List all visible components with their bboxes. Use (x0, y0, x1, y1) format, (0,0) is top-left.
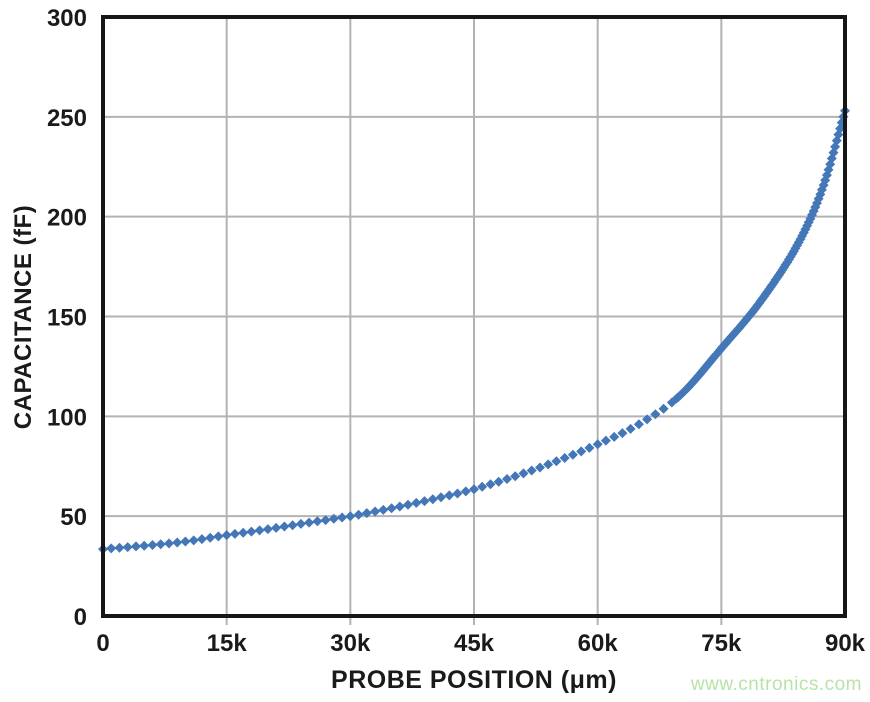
x-tick-label: 90k (825, 630, 866, 657)
y-tick-label: 150 (47, 305, 87, 332)
y-tick-label: 50 (60, 504, 87, 531)
y-tick-label: 250 (47, 105, 87, 132)
x-tick-label: 15k (207, 630, 248, 657)
y-axis-title: CAPACITANCE (fF) (10, 204, 37, 430)
x-tick-label: 60k (578, 630, 619, 657)
axis-frame (101, 15, 847, 618)
x-tick-label: 75k (701, 630, 742, 657)
y-tick-label: 200 (47, 205, 87, 232)
x-tick-label: 30k (330, 630, 371, 657)
y-tick-label: 300 (47, 5, 87, 32)
y-tick-label: 0 (74, 604, 87, 631)
y-tick-label: 100 (47, 404, 87, 431)
x-tick-label: 45k (454, 630, 495, 657)
x-axis-title: PROBE POSITION (μm) (331, 666, 617, 694)
x-tick-label: 0 (96, 630, 109, 657)
watermark-text: www.cntronics.com (690, 674, 862, 695)
